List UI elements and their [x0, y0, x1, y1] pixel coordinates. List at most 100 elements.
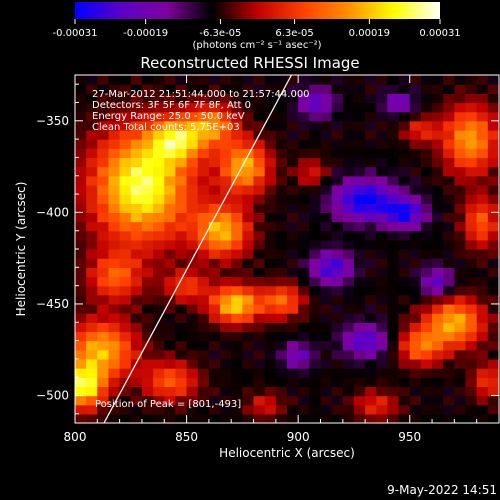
heatmap-cell	[86, 276, 98, 287]
heatmap-cell	[242, 84, 255, 94]
heatmap-cell	[86, 166, 98, 177]
heatmap-cell	[197, 120, 210, 131]
heatmap-cell	[153, 313, 165, 323]
heatmap-cell	[331, 285, 344, 296]
heatmap-cell	[353, 175, 366, 186]
heatmap-cell	[86, 349, 98, 360]
heatmap-cell	[108, 249, 121, 259]
heatmap-cell	[231, 157, 243, 168]
heatmap-cell	[86, 93, 98, 104]
heatmap-cell	[331, 203, 344, 213]
heatmap-cell	[275, 139, 288, 149]
heatmap-cell	[376, 93, 389, 104]
heatmap-cell	[353, 377, 366, 387]
heatmap-cell	[197, 404, 210, 415]
heatmap-cell	[320, 313, 333, 323]
heatmap-cell	[208, 221, 221, 232]
heatmap-cell	[175, 239, 188, 250]
heatmap-cell	[130, 285, 143, 296]
heatmap-cell	[208, 249, 221, 259]
heatmap-cell	[130, 395, 143, 406]
heatmap-cell	[420, 102, 433, 113]
heatmap-cell	[298, 267, 310, 278]
heatmap-cell	[164, 413, 177, 423]
heatmap-cell	[454, 175, 467, 186]
heatmap-cell	[387, 84, 400, 94]
heatmap-cell	[130, 184, 143, 195]
heatmap-cell	[175, 84, 188, 94]
heatmap-cell	[153, 368, 165, 378]
heatmap-cell	[186, 331, 199, 342]
heatmap-cell	[409, 239, 422, 250]
heatmap-cell	[75, 93, 87, 104]
heatmap-cell	[409, 148, 422, 159]
heatmap-cell	[387, 303, 400, 314]
heatmap-cell	[443, 230, 455, 241]
heatmap-cell	[353, 331, 366, 342]
heatmap-cell	[130, 194, 143, 204]
heatmap-cell	[487, 313, 499, 323]
heatmap-cell	[409, 331, 422, 342]
heatmap-cell	[376, 75, 389, 85]
heatmap-cell	[197, 194, 210, 204]
heatmap-cell	[420, 148, 433, 159]
heatmap-cell	[275, 184, 288, 195]
heatmap-cell	[208, 203, 221, 213]
heatmap-cell	[97, 111, 110, 122]
heatmap-cell	[253, 84, 266, 94]
heatmap-cell	[153, 175, 165, 186]
heatmap-cell	[342, 267, 355, 278]
heatmap-cell	[387, 249, 400, 259]
heatmap-cell	[197, 148, 210, 159]
heatmap-cell	[420, 349, 433, 360]
heatmap-area	[75, 75, 499, 423]
heatmap-cell	[208, 84, 221, 94]
heatmap-cell	[309, 285, 322, 296]
heatmap-cell	[208, 313, 221, 323]
heatmap-cell	[465, 258, 478, 268]
heatmap-cell	[86, 129, 98, 140]
heatmap-cell	[309, 184, 322, 195]
heatmap-cell	[231, 258, 243, 268]
heatmap-cell	[398, 358, 411, 369]
heatmap-cell	[119, 221, 132, 232]
heatmap-cell	[432, 75, 444, 85]
heatmap-cell	[287, 221, 299, 232]
heatmap-cell	[443, 276, 455, 287]
heatmap-cell	[264, 267, 277, 278]
heatmap-cell	[75, 194, 87, 204]
solar-limb-line	[103, 75, 292, 423]
heatmap-cell	[264, 239, 277, 250]
heatmap-cell	[398, 395, 411, 406]
heatmap-cell	[353, 166, 366, 177]
heatmap-cell	[86, 386, 98, 397]
heatmap-cell	[86, 102, 98, 113]
heatmap-cell	[119, 413, 132, 423]
heatmap-cell	[275, 276, 288, 287]
heatmap-cell	[253, 386, 266, 397]
heatmap-cell	[175, 148, 188, 159]
heatmap-cell	[353, 239, 366, 250]
heatmap-cell	[287, 413, 299, 423]
heatmap-cell	[197, 386, 210, 397]
heatmap-cell	[75, 349, 87, 360]
heatmap-cell	[365, 230, 377, 241]
heatmap-cell	[130, 120, 143, 131]
heatmap-cell	[320, 129, 333, 140]
heatmap-cell	[186, 230, 199, 241]
heatmap-cell	[220, 368, 232, 378]
heatmap-cell	[409, 413, 422, 423]
heatmap-cell	[465, 184, 478, 195]
heatmap-cell	[387, 377, 400, 387]
heatmap-cell	[253, 175, 266, 186]
heatmap-cell	[365, 75, 377, 85]
heatmap-cell	[275, 404, 288, 415]
heatmap-cell	[320, 285, 333, 296]
heatmap-cell	[141, 239, 154, 250]
heatmap-cell	[220, 230, 232, 241]
heatmap-cell	[186, 212, 199, 223]
heatmap-cell	[465, 313, 478, 323]
heatmap-cell	[420, 294, 433, 305]
heatmap-cell	[387, 184, 400, 195]
heatmap-cell	[208, 230, 221, 241]
